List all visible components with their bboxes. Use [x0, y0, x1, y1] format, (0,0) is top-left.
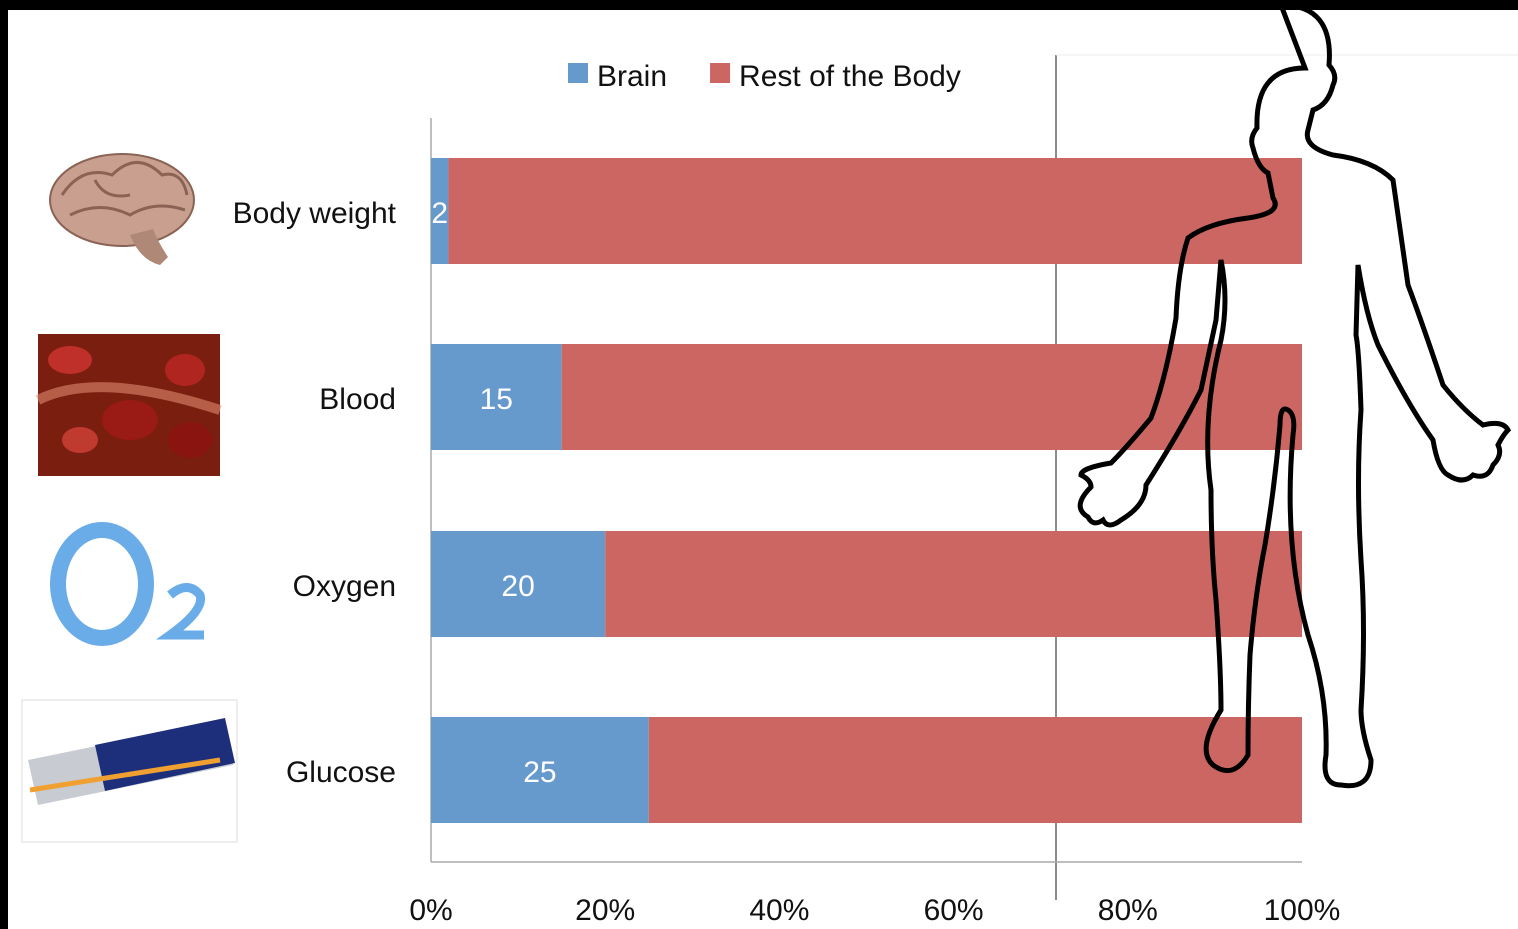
legend-swatch	[568, 63, 588, 83]
bar-segment	[448, 158, 1302, 264]
category-label: Blood	[319, 383, 396, 416]
x-tick-label: 0%	[409, 894, 452, 927]
brain-icon	[49, 153, 195, 265]
bar-segment	[561, 344, 1302, 450]
category-label: Glucose	[286, 756, 396, 789]
bar-segment	[431, 531, 606, 637]
category-label: Oxygen	[293, 570, 396, 603]
energy-bar-icon	[21, 699, 238, 843]
x-tick-label: 60%	[924, 894, 984, 927]
legend-label: Brain	[597, 60, 667, 93]
bar-segment	[648, 717, 1302, 823]
bar-segment	[605, 531, 1302, 637]
x-tick-label: 80%	[1098, 894, 1158, 927]
x-tick-label: 100%	[1264, 894, 1341, 927]
data-label: 15	[480, 383, 513, 416]
data-label: 25	[523, 756, 556, 789]
bar-segment	[431, 158, 449, 264]
category-label: Body weight	[233, 197, 397, 230]
data-label: 2	[431, 197, 448, 230]
x-tick-label: 40%	[749, 894, 809, 927]
bar-segment	[431, 344, 562, 450]
blood-icon	[35, 334, 222, 476]
legend-swatch	[710, 63, 731, 83]
oxygen-icon	[50, 522, 206, 646]
x-tick-label: 20%	[575, 894, 635, 927]
body-outline	[1077, 2, 1512, 789]
legend-label: Rest of the Body	[739, 60, 961, 93]
bar-segment	[431, 717, 649, 823]
data-label: 20	[501, 570, 534, 603]
